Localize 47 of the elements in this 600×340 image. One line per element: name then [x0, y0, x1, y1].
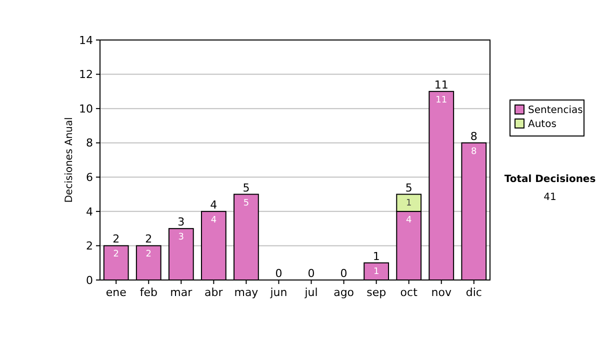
total-label: 1 [372, 250, 380, 263]
y-tick-label: 0 [86, 274, 93, 287]
x-tick-label: oct [400, 286, 418, 299]
x-tick-label: sep [366, 286, 386, 299]
legend-label: Autos [528, 119, 556, 130]
text: Total Decisiones [504, 174, 596, 185]
data-label: 2 [146, 250, 152, 260]
x-tick-label: jun [269, 286, 288, 299]
x-tick-label: jul [304, 286, 318, 299]
x-tick-label: may [234, 286, 259, 299]
y-tick-label: 8 [86, 136, 93, 150]
data-label: 8 [471, 146, 478, 157]
data-label: 1 [373, 266, 380, 277]
x-tick-label: dic [466, 286, 482, 299]
data-label: 5 [243, 198, 250, 208]
y-tick-label: 12 [79, 68, 93, 82]
y-axis-title: Decisiones Anual [64, 117, 75, 203]
total-label: 11 [434, 78, 448, 92]
total-label: 5 [405, 181, 412, 194]
total-label: 2 [112, 232, 120, 246]
y-tick-label: 6 [86, 170, 93, 184]
total-label: 0 [275, 267, 282, 280]
total-label: 0 [308, 267, 315, 280]
data-label: 4 [406, 215, 412, 226]
x-tick-label: mar [170, 286, 193, 299]
x-tick-label: feb [140, 286, 158, 299]
x-tick-label: ago [334, 286, 354, 299]
y-tick-label: 2 [86, 240, 93, 253]
text: 41 [544, 192, 556, 203]
data-label: 11 [436, 95, 448, 106]
data-label: 2 [113, 250, 119, 260]
total-label: 5 [242, 181, 250, 194]
data-label: 3 [178, 232, 184, 243]
y-tick-label: 4 [86, 205, 93, 218]
x-tick-label: abr [204, 286, 224, 299]
data-label: 4 [210, 215, 217, 226]
total-label: 2 [145, 232, 152, 246]
y-tick-label: 14 [79, 34, 93, 47]
total-label: 0 [340, 267, 348, 280]
total-label: 3 [178, 216, 185, 229]
total-label: 4 [210, 198, 218, 212]
x-tick-label: nov [431, 286, 452, 299]
total-label: 8 [470, 130, 478, 143]
data-label: 1 [406, 198, 412, 208]
legend-label: Sentencias [528, 105, 583, 116]
x-tick-label: ene [106, 286, 127, 299]
y-tick-label: 10 [79, 102, 93, 116]
